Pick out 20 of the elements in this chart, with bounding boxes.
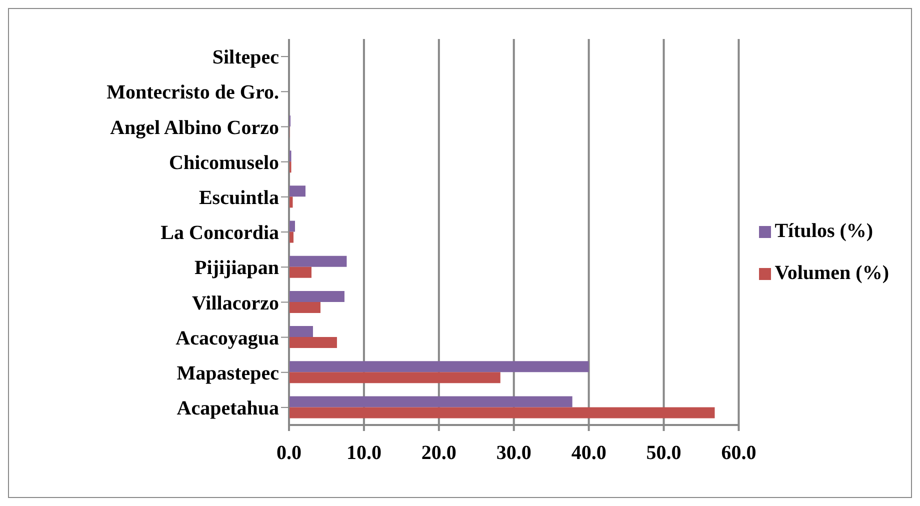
y-tick-label: Villacorzo	[192, 292, 279, 314]
y-tick-label: Acapetahua	[176, 398, 279, 420]
y-tick-label: Angel Albino Corzo	[110, 116, 279, 139]
y-tick-label: Pijijiapan	[194, 257, 279, 280]
legend-label: Volumen (%)	[774, 262, 889, 284]
y-tick-label: La Concordia	[160, 222, 279, 244]
x-tick-label: 40.0	[571, 442, 606, 464]
y-tick-label: Mapastepec	[176, 362, 280, 384]
y-tick-label: Montecristo de Gro.	[106, 82, 279, 104]
legend-label: Títulos (%)	[774, 220, 874, 242]
x-tick-label: 0.0	[276, 442, 302, 464]
y-tick-label: Acacoyagua	[176, 327, 279, 350]
x-tick-label: 50.0	[646, 442, 682, 464]
x-tick-label: 20.0	[421, 442, 456, 464]
y-tick-label: Escuintla	[198, 187, 279, 210]
y-tick-label: Siltepec	[212, 46, 280, 69]
y-tick-label: Chicomuselo	[169, 152, 279, 174]
x-tick-label: 30.0	[496, 442, 532, 464]
x-tick-label: 60.0	[721, 442, 756, 464]
x-tick-label: 10.0	[346, 442, 382, 464]
